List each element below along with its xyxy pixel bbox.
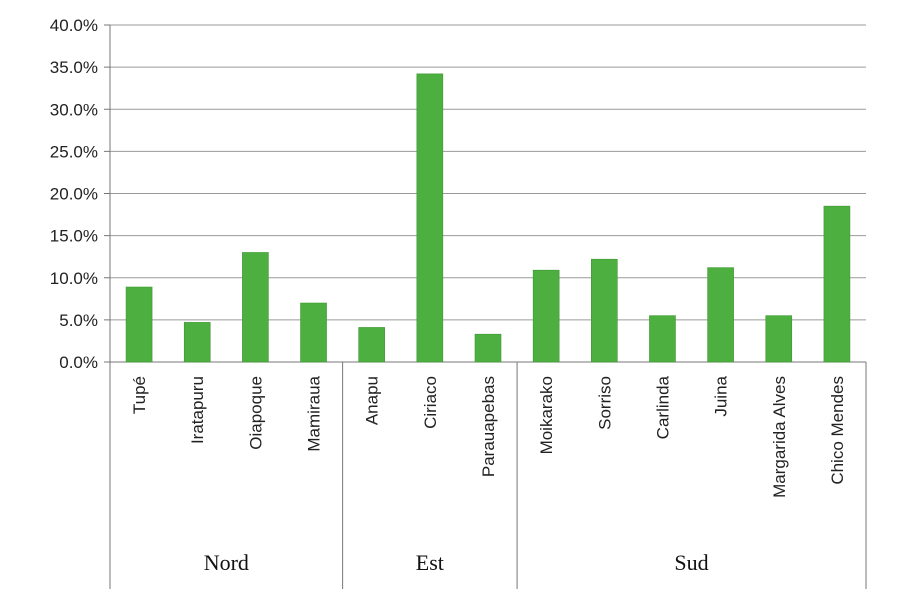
group-dividers: [109, 362, 867, 589]
bar: [707, 267, 734, 363]
bar: [416, 73, 444, 363]
bar: [125, 286, 153, 363]
bar: [532, 269, 560, 363]
bar: [649, 315, 676, 363]
category-label: Carlinda: [653, 375, 672, 439]
y-tick-label: 10.0%: [50, 269, 98, 288]
y-axis-ticks: 0.0% 5.0% 10.0% 15.0% 20.0% 25.0% 30.0% 35.0% 40…: [50, 16, 110, 372]
gridlines: [110, 24, 866, 321]
bar: [183, 322, 211, 363]
group-labels: Nord Est Sud: [204, 550, 709, 575]
category-label: Chico Mendes: [828, 376, 847, 485]
category-label: Juina: [712, 375, 731, 416]
category-label: Iratapuru: [188, 376, 207, 444]
bar: [358, 327, 385, 363]
y-tick-label: 0.0%: [59, 353, 98, 372]
category-label: Moikarako: [537, 376, 556, 454]
y-tick-label: 5.0%: [59, 311, 98, 330]
bar: [474, 333, 502, 363]
category-label: Mamiraua: [305, 375, 324, 451]
bar: [242, 252, 269, 363]
category-label: Parauapebas: [479, 376, 498, 477]
bar: [591, 258, 618, 363]
category-label: Ciriaco: [421, 376, 440, 429]
y-tick-label: 40.0%: [50, 16, 98, 35]
category-labels: Tupé Iratapuru Oiapoque Mamiraua Anapu Ciriac…: [130, 375, 847, 497]
group-label: Est: [416, 550, 444, 575]
group-label: Sud: [674, 550, 708, 575]
bar: [300, 302, 327, 363]
category-label: Sorriso: [595, 376, 614, 430]
y-tick-label: 30.0%: [50, 100, 98, 119]
category-label: Margarida Alves: [770, 376, 789, 498]
bars: [125, 73, 851, 363]
bar: [823, 205, 851, 363]
y-tick-label: 35.0%: [50, 58, 98, 77]
category-label: Oiapoque: [246, 376, 265, 450]
y-tick-label: 20.0%: [50, 185, 98, 204]
y-tick-label: 15.0%: [50, 227, 98, 246]
category-label: Tupé: [130, 376, 149, 414]
category-label: Anapu: [363, 376, 382, 425]
y-tick-label: 25.0%: [50, 142, 98, 161]
group-label: Nord: [204, 550, 249, 575]
bar: [765, 315, 793, 363]
